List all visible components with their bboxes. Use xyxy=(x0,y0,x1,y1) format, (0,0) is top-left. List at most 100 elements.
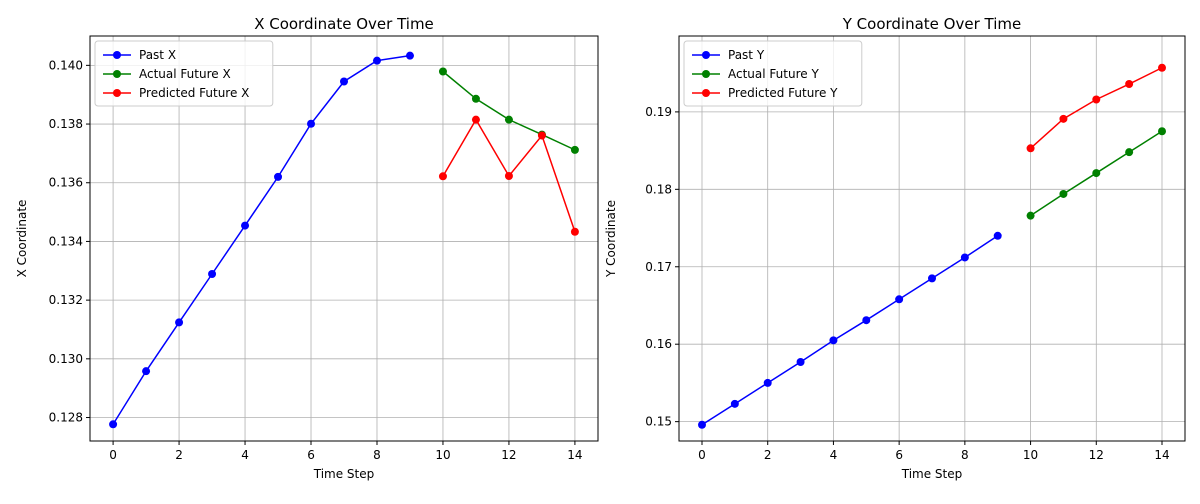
data-point xyxy=(208,270,217,279)
data-point xyxy=(895,295,904,304)
legend-label: Predicted Future X xyxy=(139,86,249,100)
x-tick-label: 4 xyxy=(241,448,249,462)
data-point xyxy=(1059,189,1068,198)
chart-title: Y Coordinate Over Time xyxy=(842,15,1021,33)
legend-box xyxy=(94,40,274,107)
series-predicted-future-x xyxy=(438,115,579,236)
legend-marker xyxy=(702,89,710,97)
data-point xyxy=(1059,114,1068,123)
x-tick-label: 12 xyxy=(1089,448,1104,462)
x-tick-label: 8 xyxy=(961,448,969,462)
x-tick-label: 10 xyxy=(435,448,450,462)
x-tick-label: 12 xyxy=(501,448,516,462)
legend-label: Predicted Future Y xyxy=(728,86,838,100)
data-point xyxy=(570,145,579,154)
data-point xyxy=(1158,127,1166,136)
y-axis-label: X Coordinate xyxy=(15,200,29,278)
x-tick-label: 0 xyxy=(698,448,706,462)
data-point xyxy=(1092,169,1101,178)
data-point xyxy=(438,67,447,76)
legend-item: Predicted Future X xyxy=(103,86,249,100)
data-point xyxy=(796,358,805,367)
y-tick-label: 0.17 xyxy=(645,260,672,274)
y-tick-label: 0.18 xyxy=(645,182,672,196)
y-tick-label: 0.130 xyxy=(49,352,83,366)
data-point xyxy=(405,51,414,60)
data-point xyxy=(1125,80,1134,89)
series-actual-future-y xyxy=(1026,127,1166,220)
data-point xyxy=(274,172,283,181)
legend-item: Actual Future X xyxy=(103,67,231,81)
y-tick-label: 0.134 xyxy=(49,234,83,248)
legend-marker xyxy=(113,51,121,59)
data-point xyxy=(175,318,184,327)
data-point xyxy=(1158,63,1166,72)
y-tick-label: 0.19 xyxy=(645,105,672,119)
data-point xyxy=(960,253,969,262)
data-point xyxy=(109,420,118,429)
x-tick-label: 0 xyxy=(109,448,117,462)
data-point xyxy=(1026,211,1035,220)
y-tick-label: 0.140 xyxy=(49,58,83,72)
plot-frame xyxy=(89,35,599,442)
series-line xyxy=(112,54,411,425)
legend: Past Y Actual Future Y Predicted Future Y xyxy=(683,40,863,107)
legend-box xyxy=(683,40,863,107)
data-point xyxy=(763,378,772,387)
data-point xyxy=(504,115,513,124)
y-tick-label: 0.128 xyxy=(49,411,83,425)
legend-item: Past Y xyxy=(692,48,765,62)
y-tick-label: 0.16 xyxy=(645,337,672,351)
y-tick-label: 0.132 xyxy=(49,293,83,307)
data-point xyxy=(1125,148,1134,157)
data-point xyxy=(730,399,739,408)
x-tick-label: 8 xyxy=(373,448,381,462)
data-point xyxy=(1026,144,1035,153)
x-axis-label: Time Step xyxy=(313,467,375,481)
data-point xyxy=(928,274,936,283)
y-chart: 0 2 4 6 8 10 12 14 0.15 0.16 0.17 0.18 0.19 Y Coordin… xyxy=(604,15,1186,481)
data-point xyxy=(993,231,1002,240)
plot-frame xyxy=(678,35,1186,442)
x-tick-label: 6 xyxy=(895,448,903,462)
data-point xyxy=(862,316,871,325)
data-point xyxy=(537,131,546,140)
data-point xyxy=(142,367,151,376)
y-axis-label: Y Coordinate xyxy=(604,200,618,278)
x-tick-label: 4 xyxy=(830,448,838,462)
data-point xyxy=(471,94,480,103)
chart-title: X Coordinate Over Time xyxy=(254,15,434,33)
legend-label: Past X xyxy=(139,48,176,62)
legend-item: Predicted Future Y xyxy=(692,86,838,100)
data-point xyxy=(340,77,348,86)
legend-label: Past Y xyxy=(728,48,765,62)
legend: Past X Actual Future X Predicted Future X xyxy=(94,40,274,107)
data-point xyxy=(504,171,513,180)
legend-item: Past X xyxy=(103,48,176,62)
data-point xyxy=(570,227,579,236)
data-point xyxy=(372,56,381,65)
series-past-y xyxy=(698,231,1002,429)
x-tick-label: 2 xyxy=(175,448,183,462)
series-past-x xyxy=(109,51,414,429)
legend-label: Actual Future Y xyxy=(728,67,819,81)
legend-marker xyxy=(702,70,710,78)
y-tick-label: 0.136 xyxy=(49,176,83,190)
y-tick-label: 0.138 xyxy=(49,117,83,131)
x-chart: 0 2 4 6 8 10 12 14 0.128 0.130 0.132 0.134 0.136 0.13… xyxy=(15,15,599,481)
data-point xyxy=(241,221,250,230)
data-point xyxy=(829,336,838,345)
data-point xyxy=(698,420,706,429)
x-tick-label: 14 xyxy=(1154,448,1169,462)
series-predicted-future-y xyxy=(1026,63,1166,153)
data-point xyxy=(1092,95,1101,104)
legend-item: Actual Future Y xyxy=(692,67,819,81)
x-tick-label: 6 xyxy=(307,448,315,462)
legend-marker xyxy=(702,51,710,59)
y-tick-label: 0.15 xyxy=(645,415,672,429)
legend-marker xyxy=(113,70,121,78)
data-point xyxy=(307,119,316,128)
series-line xyxy=(701,235,999,426)
